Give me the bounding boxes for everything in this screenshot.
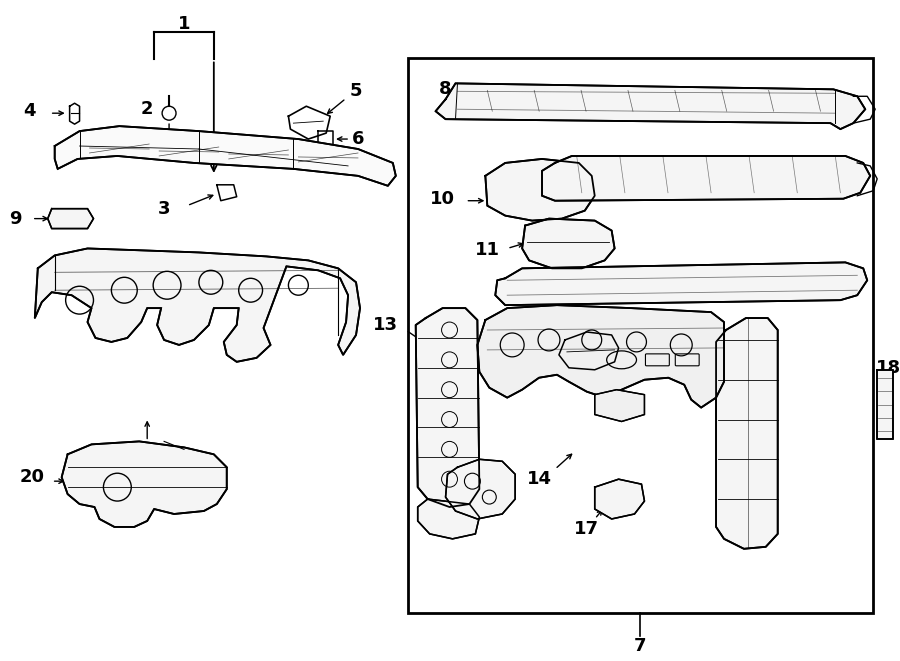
Text: 17: 17 (574, 520, 599, 538)
Text: 2: 2 (141, 100, 153, 118)
Text: 19: 19 (117, 446, 142, 463)
Polygon shape (62, 442, 227, 527)
Polygon shape (35, 249, 360, 362)
Text: 8: 8 (439, 81, 452, 98)
Polygon shape (48, 209, 94, 229)
Polygon shape (522, 219, 615, 268)
Text: 13: 13 (743, 349, 769, 367)
Polygon shape (418, 499, 480, 539)
Text: 9: 9 (9, 210, 22, 227)
Text: 7: 7 (634, 637, 647, 655)
Text: 1: 1 (177, 15, 190, 32)
Polygon shape (55, 126, 396, 186)
Polygon shape (416, 308, 480, 507)
Polygon shape (477, 305, 724, 408)
Text: 13: 13 (374, 316, 399, 334)
Text: 10: 10 (430, 190, 455, 208)
Text: 6: 6 (352, 130, 365, 148)
Polygon shape (436, 83, 865, 129)
Polygon shape (559, 332, 618, 369)
Polygon shape (542, 156, 870, 201)
Polygon shape (716, 318, 778, 549)
Text: 14: 14 (526, 470, 552, 488)
Text: 4: 4 (23, 102, 36, 120)
Text: 15: 15 (515, 349, 540, 367)
Polygon shape (878, 369, 893, 440)
Text: 18: 18 (876, 359, 900, 377)
Polygon shape (495, 262, 868, 305)
Polygon shape (595, 390, 644, 422)
Text: 3: 3 (158, 200, 170, 217)
Polygon shape (446, 459, 515, 519)
Polygon shape (485, 159, 595, 221)
Bar (408, 58, 873, 613)
Text: 16: 16 (423, 500, 448, 518)
Text: 11: 11 (475, 241, 500, 259)
Text: 5: 5 (350, 83, 363, 100)
Polygon shape (595, 479, 644, 519)
Text: 12: 12 (702, 336, 726, 354)
Text: 20: 20 (19, 468, 44, 486)
